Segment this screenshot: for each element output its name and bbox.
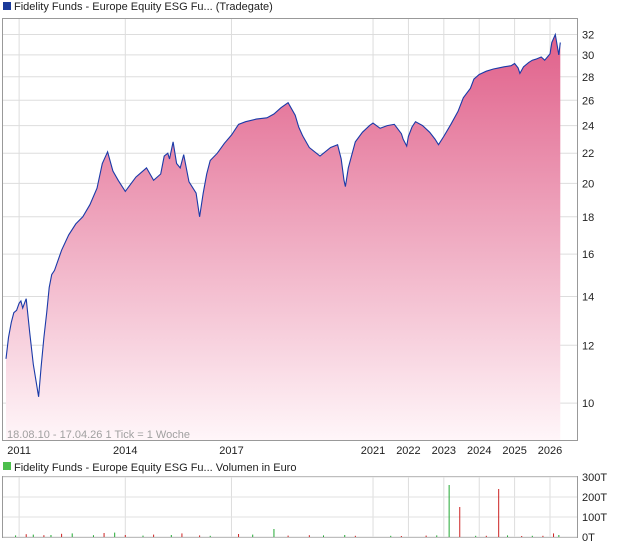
volume-chart: Fidelity Funds - Europe Equity ESG Fu...… (2, 462, 607, 544)
price-x-tick-label: 2023 (432, 445, 456, 457)
date-range-footnote: 18.08.10 - 17.04.26 1 Tick = 1 Woche (7, 429, 190, 441)
volume-y-tick-labels: 0T 100T 200T 300T (582, 472, 607, 544)
price-area-fill (6, 34, 561, 440)
price-y-tick-label: 10 (582, 398, 594, 410)
price-y-tick-label: 26 (582, 95, 594, 107)
price-x-tick-label: 2024 (467, 445, 491, 457)
volume-y-tick-label: 100T (582, 512, 607, 524)
price-plot-frame (2, 18, 578, 441)
volume-y-tick-label: 300T (582, 472, 607, 484)
price-y-tick-label: 16 (582, 249, 594, 261)
price-y-tick-label: 14 (582, 291, 594, 303)
price-y-tick-label: 20 (582, 178, 594, 190)
volume-chart-title: Fidelity Funds - Europe Equity ESG Fu...… (14, 462, 296, 474)
price-y-tick-label: 18 (582, 212, 594, 224)
price-series-line (5, 32, 561, 397)
volume-bars (15, 485, 560, 537)
price-x-tick-label: 2017 (219, 445, 243, 457)
price-x-tick-label: 2022 (396, 445, 420, 457)
price-y-tick-labels: 10 12 14 16 18 20 22 24 26 28 30 32 (582, 29, 594, 410)
price-chart: Fidelity Funds - Europe Equity ESG Fu...… (2, 1, 594, 457)
price-y-tick-label: 32 (582, 29, 594, 41)
price-x-tick-labels: 2011 2014 2017 2021 2022 2023 2024 2025 2026 (7, 445, 562, 457)
price-x-tick-label: 2014 (113, 445, 137, 457)
price-y-tick-label: 12 (582, 340, 594, 352)
price-y-tick-label: 22 (582, 148, 594, 160)
price-x-tick-label: 2026 (538, 445, 562, 457)
price-y-tick-label: 28 (582, 72, 594, 84)
price-chart-title: Fidelity Funds - Europe Equity ESG Fu...… (14, 1, 273, 13)
price-title-marker (3, 2, 11, 10)
price-x-tick-label: 2025 (502, 445, 526, 457)
volume-y-tick-label: 200T (582, 492, 607, 504)
price-x-tick-label: 2011 (7, 445, 31, 457)
volume-y-tick-label: 0T (582, 532, 595, 544)
price-y-tick-label: 24 (582, 121, 594, 133)
volume-grid (3, 476, 577, 538)
volume-plot-frame (2, 476, 578, 538)
price-y-tick-label: 30 (582, 50, 594, 62)
price-x-tick-label: 2021 (361, 445, 385, 457)
volume-title-marker (3, 462, 11, 470)
